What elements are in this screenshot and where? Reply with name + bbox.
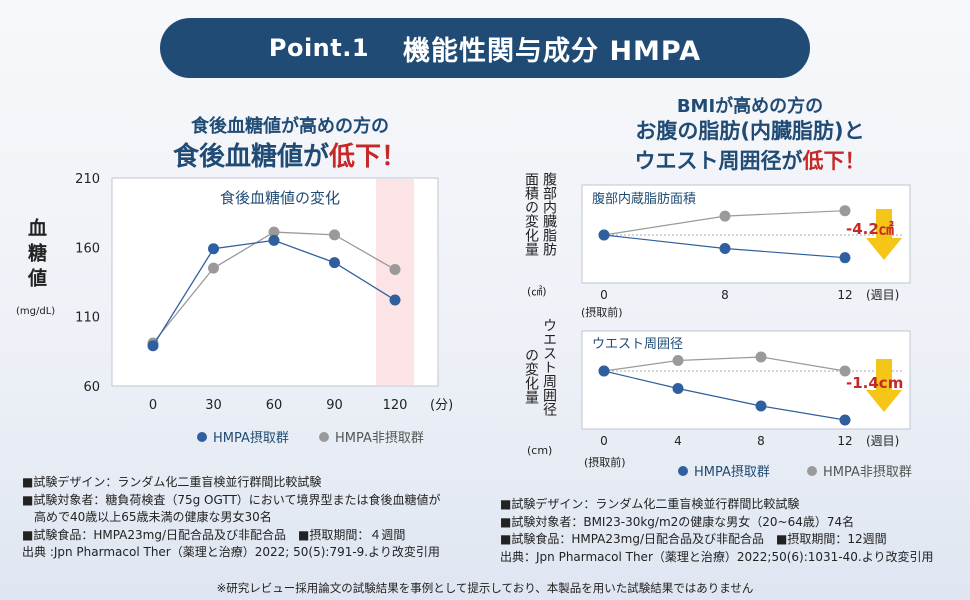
glucose-120min-highlight — [376, 179, 414, 385]
waist-x-unit: (週目) — [866, 434, 899, 448]
glucose-point-non-hmpa-2 — [268, 226, 280, 238]
header-title: 機能性関与成分 HMPA — [403, 35, 702, 67]
right-legend-hmpa-label: HMPA摂取群 — [694, 464, 770, 480]
point-header-banner: Point.1 機能性関与成分 HMPA — [160, 18, 810, 78]
right-heading-emphasis: 低下！ — [802, 149, 866, 173]
right-heading-line1: BMIが高めの方の — [676, 96, 824, 117]
fat-plot-area — [581, 184, 911, 284]
fat-point-hmpa-2 — [839, 252, 851, 264]
waist-xtick-1: 4 — [674, 434, 682, 448]
glucose-xtick-1: 30 — [205, 398, 222, 413]
legend-dot-hmpa — [197, 432, 207, 442]
glucose-point-hmpa-2 — [268, 234, 280, 246]
waist-ylabel-col1: ウエスト周囲径 — [541, 318, 557, 416]
left-ylabel-unit: (mg/dL) — [16, 306, 56, 317]
glucose-point-non-hmpa-1 — [208, 262, 219, 274]
waist-point-hmpa-1 — [672, 383, 684, 394]
right-heading-line3: ウエスト周囲径が低下！ — [560, 145, 940, 175]
right-legend-dot-hmpa — [678, 466, 688, 476]
fat-ylabel-col2: 面積の変化量 — [523, 172, 539, 256]
left-heading-main: 食後血糖値が — [172, 142, 329, 172]
waist-chart: ウエスト周囲径 -1.4cm 0 4 8 12 (週目) (摂取前) HMPA摂取群 … — [581, 330, 912, 480]
right-heading-main: ウエスト周囲径が — [634, 149, 803, 173]
legend-dot-non-hmpa — [319, 432, 329, 442]
glucose-chart-title: 食後血糖値の変化 — [220, 189, 340, 207]
waist-xtick-0: 0 — [600, 434, 608, 448]
glucose-point-hmpa-3 — [329, 257, 340, 269]
waist-ylabel-col2: の変化量 — [523, 348, 539, 404]
waist-point-hmpa-3 — [839, 414, 851, 426]
note-left-design: ■試験デザイン：ランダム化二重盲検並行群間比較試験 — [22, 475, 322, 489]
glucose-xtick-2: 60 — [266, 398, 283, 413]
glucose-xtick-3: 90 — [326, 398, 343, 413]
point-label: Point.1 — [268, 34, 370, 62]
glucose-chart: 食後血糖値の変化 60 110 160 210 0 30 60 90 120 (分) HMPA… — [75, 172, 453, 446]
glucose-ytick-2: 160 — [75, 241, 100, 256]
waist-point-non-hmpa-1 — [672, 355, 684, 366]
glucose-point-hmpa-0 — [147, 340, 159, 352]
glucose-xtick-4: 120 — [383, 398, 408, 413]
right-heading-line2: お腹の脂肪(内臓脂肪)と — [635, 119, 865, 143]
fat-x-unit: (週目) — [866, 288, 899, 302]
left-heading-emphasis: 低下！ — [329, 142, 408, 172]
left-ylabel-main: 血糖値 — [25, 218, 47, 293]
legend-non-hmpa-label: HMPA非摂取群 — [335, 430, 424, 446]
legend-hmpa-label: HMPA摂取群 — [213, 430, 289, 446]
footnote: ※研究レビュー採用論文の試験結果を事例として提示しており、本製品を用いた試験結果… — [216, 581, 754, 595]
fat-point-non-hmpa-1 — [719, 210, 731, 222]
note-left-food: ■試験食品：HMPA23mg/日配合品及び非配合品 ■摂取期間：４週間 — [22, 527, 406, 542]
waist-xtick-2: 8 — [757, 434, 765, 448]
waist-point-non-hmpa-3 — [839, 365, 851, 377]
glucose-ytick-1: 110 — [75, 311, 100, 326]
fat-ylabel-col1: 腹部内臓脂肪 — [541, 172, 557, 256]
fat-baseline-label: (摂取前) — [581, 305, 623, 319]
waist-down-arrow — [866, 359, 902, 412]
waist-point-non-hmpa-2 — [755, 351, 767, 363]
fat-point-hmpa-1 — [719, 243, 731, 254]
fat-point-hmpa-0 — [598, 229, 610, 241]
note-right-food: ■試験食品：HMPA23mg/日配合品及び非配合品 ■摂取期間：12週間 — [500, 532, 887, 546]
note-right-design: ■試験デザイン：ランダム化二重盲検並行群間比較試験 — [500, 497, 800, 511]
waist-line-hmpa — [603, 370, 846, 421]
glucose-point-non-hmpa-3 — [329, 229, 340, 241]
left-heading-line1: 食後血糖値が高めの方の — [191, 116, 389, 137]
glucose-point-hmpa-4 — [389, 294, 401, 306]
note-left-subjects: ■試験対象者：糖負荷検査（75g OGTT）において境界型または食後血糖値が — [22, 492, 441, 507]
waist-point-hmpa-0 — [598, 365, 610, 377]
fat-xtick-1: 8 — [721, 288, 729, 302]
fat-annotation: -4.2㎠ — [846, 220, 894, 238]
fat-ylabel-unit: (㎠) — [527, 285, 547, 298]
note-right-source: 出典：Jpn Pharmacol Ther（薬理と治療）2022;50(6):1… — [500, 549, 934, 564]
glucose-point-hmpa-1 — [208, 243, 219, 255]
waist-point-hmpa-2 — [755, 400, 767, 412]
notes-left: ■試験デザイン：ランダム化二重盲検並行群間比較試験 ■試験対象者：糖負荷検査（7… — [22, 474, 440, 562]
note-left-source: 出典 :Jpn Pharmacol Ther（薬理と治療）2022; 50(5)… — [22, 545, 440, 559]
waist-line-non-hmpa — [603, 356, 846, 372]
fat-xtick-2: 12 — [837, 288, 852, 302]
note-left-subjects-cont: 高めで40歳以上65歳未満の健康な男女30名 — [22, 510, 272, 524]
fat-chart-title: 腹部内蔵脂肪面積 — [592, 191, 696, 207]
glucose-xtick-0: 0 — [149, 398, 157, 413]
glucose-ytick-3: 210 — [75, 172, 100, 187]
fat-area-chart: 腹部内蔵脂肪面積 -4.2㎠ 0 8 12 (週目) (摂取前) — [581, 184, 911, 319]
waist-plot-area — [581, 330, 911, 430]
waist-baseline-label: (摂取前) — [584, 455, 626, 469]
waist-xtick-3: 12 — [837, 434, 852, 448]
waist-chart-title: ウエスト周囲径 — [592, 337, 683, 352]
right-legend-dot-non-hmpa — [807, 466, 817, 476]
glucose-x-unit: (分) — [430, 398, 453, 413]
notes-right: ■試験デザイン：ランダム化二重盲検並行群間比較試験 ■試験対象者：BMI23-3… — [500, 496, 933, 566]
fat-down-arrow — [866, 209, 902, 260]
right-legend-non-hmpa-label: HMPA非摂取群 — [823, 464, 912, 480]
note-right-subjects: ■試験対象者：BMI23-30kg/m2の健康な男女（20~64歳）74名 — [500, 514, 855, 529]
glucose-point-non-hmpa-4 — [389, 264, 401, 276]
waist-annotation: -1.4cm — [846, 374, 903, 392]
glucose-ytick-0: 60 — [83, 380, 100, 395]
waist-ylabel-unit: (cm) — [527, 444, 553, 457]
fat-point-non-hmpa-2 — [839, 205, 851, 217]
left-heading-line2: 食後血糖値が低下！ — [80, 136, 500, 173]
fat-xtick-0: 0 — [600, 288, 608, 302]
